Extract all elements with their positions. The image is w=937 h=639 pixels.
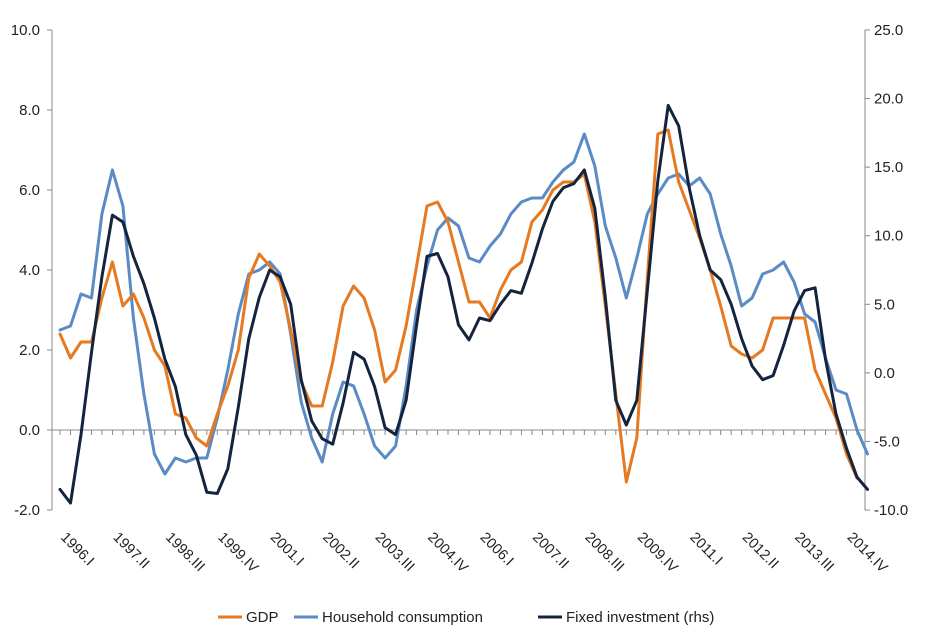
x-tick-label: 2008.III [582,530,628,576]
axes [51,30,866,510]
series-line-gdp [58,128,859,484]
x-tick-label: 1998.III [162,530,208,576]
x-tick-label: 2002.II [319,530,362,573]
right-y-tick-label: 0.0 [874,365,895,382]
legend-label-gdp: GDP [246,609,279,626]
left-y-axis-ticks: -2.0 0.0 2.0 4.0 6.0 8.0 10.0 [11,22,52,519]
x-tick-label: 1999.IV [214,530,261,577]
legend: GDP Household consumption Fixed investment… [218,609,714,626]
x-tick-label: 2013.III [791,530,837,576]
x-tick-label: 2004.IV [424,530,471,577]
right-y-tick-label: 5.0 [874,296,895,313]
right-y-tick-label: 15.0 [874,159,903,176]
x-tick-label: 2001.I [267,530,307,570]
left-y-tick-label: 6.0 [19,182,40,199]
left-y-tick-label: 2.0 [19,342,40,359]
series-line-household [58,132,869,476]
x-tick-label: 2011.I [686,530,725,569]
left-y-tick-label: 4.0 [19,262,40,279]
legend-label-household: Household consumption [322,609,483,626]
left-y-tick-label: 0.0 [19,422,40,439]
x-tick-label: 1997.II [110,530,153,573]
x-tick-label: 1996.I [57,530,97,570]
series-lines [58,103,869,505]
right-y-tick-label: -10.0 [874,502,908,519]
right-y-tick-label: 10.0 [874,228,903,245]
x-tick-label: 2012.II [739,530,782,573]
x-tick-label: 2009.IV [634,530,681,577]
right-y-tick-label: -5.0 [874,433,900,450]
x-tick-label: 2007.II [529,530,572,573]
x-tick-label: 2014.IV [844,530,891,577]
legend-label-investment: Fixed investment (rhs) [566,609,714,626]
x-tick-label: 2003.III [372,530,418,576]
left-y-tick-label: -2.0 [14,502,40,519]
x-axis-ticks: 1996.I 1997.II 1998.III 1999.IV 2001.I 2002.I… [57,530,890,577]
right-y-tick-label: 20.0 [874,91,903,108]
right-y-tick-label: 25.0 [874,22,903,39]
right-y-axis-ticks: -10.0 -5.0 0.0 5.0 10.0 15.0 20.0 25.0 [865,22,908,519]
left-y-tick-label: 10.0 [11,22,40,39]
x-tick-label: 2006.I [477,530,517,570]
series-line-investment [58,103,869,505]
left-y-tick-label: 8.0 [19,102,40,119]
